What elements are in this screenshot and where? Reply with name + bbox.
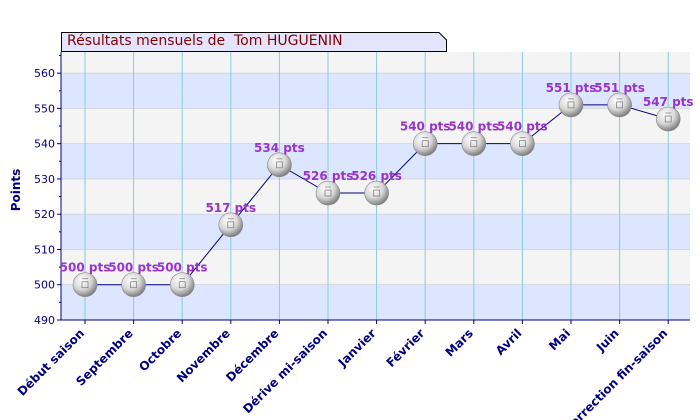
- data-point-marker: [315, 180, 341, 206]
- data-point: [72, 272, 98, 298]
- band: [61, 143, 690, 179]
- y-tick-label: 520: [34, 208, 55, 221]
- marker-emblem: [178, 281, 186, 289]
- x-tick-label: Mars: [443, 326, 476, 359]
- x-tick-label: Octobre: [136, 326, 184, 374]
- value-label: 517 pts: [205, 201, 256, 215]
- y-axis-ticks: 490 500 510 520 530 540 550 560: [34, 55, 61, 327]
- data-point: [315, 180, 341, 206]
- value-label: 540 pts: [400, 120, 451, 134]
- marker-emblem: [519, 140, 526, 148]
- value-label: 547 pts: [643, 95, 694, 109]
- x-tick-label: Juin: [593, 326, 622, 355]
- value-label: 540 pts: [448, 120, 499, 134]
- data-point: [364, 180, 389, 206]
- marker-emblem: [470, 140, 478, 148]
- value-label: 534 pts: [254, 141, 305, 155]
- y-tick-label: 510: [34, 243, 55, 256]
- marker-emblem: [276, 161, 283, 169]
- band: [61, 52, 690, 74]
- data-point: [607, 92, 632, 118]
- value-label: 551 pts: [546, 81, 597, 95]
- data-point-marker: [218, 212, 244, 238]
- marker-emblem: [324, 189, 332, 197]
- marker-emblem: [664, 115, 672, 123]
- y-axis-label: Points: [9, 169, 23, 212]
- y-tick-label: 550: [34, 102, 55, 115]
- value-label: 500 pts: [60, 261, 111, 275]
- x-tick-label: Mai: [546, 326, 573, 353]
- data-point-marker: [267, 152, 292, 178]
- data-point: [510, 131, 535, 156]
- data-point-marker: [510, 131, 535, 156]
- data-point-marker: [558, 92, 584, 118]
- marker-emblem: [616, 101, 623, 109]
- data-point: [461, 131, 487, 156]
- data-point-marker: [655, 106, 681, 132]
- marker-emblem: [130, 281, 137, 289]
- data-point: [558, 92, 584, 118]
- marker-emblem: [373, 189, 380, 197]
- y-tick-label: 540: [34, 138, 55, 151]
- data-point: [169, 272, 195, 298]
- band: [61, 284, 690, 320]
- band: [61, 108, 690, 144]
- x-tick-label: Février: [384, 326, 428, 370]
- chart-title-box: Résultats mensuels de Tom HUGUENIN: [61, 32, 447, 52]
- data-point-marker: [169, 272, 195, 298]
- marker-emblem: [421, 140, 429, 148]
- chart-title: Résultats mensuels de Tom HUGUENIN: [67, 33, 343, 49]
- marker-emblem: [81, 281, 89, 289]
- data-point: [655, 106, 681, 132]
- data-point-marker: [121, 272, 146, 298]
- data-point: [121, 272, 146, 298]
- value-label: 540 pts: [497, 120, 548, 134]
- title-box-shape: [61, 32, 447, 52]
- value-label: 500 pts: [108, 261, 159, 275]
- band: [61, 249, 690, 285]
- y-tick-label: 530: [34, 173, 55, 186]
- data-point: [267, 152, 292, 178]
- x-tick-label: Début saison: [15, 326, 87, 398]
- marker-emblem: [567, 101, 575, 109]
- marker-emblem: [227, 221, 235, 229]
- y-tick-label: 500: [34, 279, 55, 292]
- data-point-marker: [72, 272, 98, 298]
- value-label: 526 pts: [303, 169, 354, 183]
- x-tick-label: Janvier: [335, 326, 379, 370]
- y-tick-label: 560: [34, 67, 55, 80]
- data-point: [412, 131, 438, 156]
- data-point-marker: [461, 131, 487, 156]
- band: [61, 73, 690, 109]
- axes: [60, 52, 690, 321]
- data-point-marker: [412, 131, 438, 156]
- y-tick-label: 490: [34, 314, 55, 327]
- band: [61, 214, 690, 250]
- data-point-marker: [364, 180, 389, 206]
- value-label: 526 pts: [351, 169, 402, 183]
- x-tick-label: Dérive mi-saison: [240, 326, 330, 416]
- value-label: 551 pts: [594, 81, 645, 95]
- series-points: [72, 92, 681, 298]
- data-point-marker: [607, 92, 632, 118]
- data-point: [218, 212, 244, 238]
- x-tick-label: Avril: [493, 326, 525, 358]
- value-label: 500 pts: [157, 261, 208, 275]
